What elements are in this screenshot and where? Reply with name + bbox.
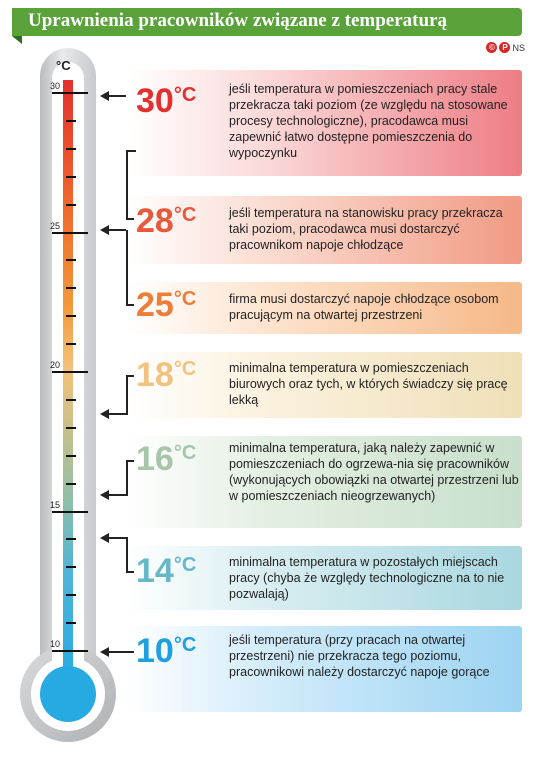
arrow-30-h	[104, 95, 126, 97]
rule-row-18	[126, 352, 522, 418]
thermometer-bulb-liquid	[40, 666, 96, 722]
major-tick	[52, 231, 88, 234]
minor-tick	[66, 175, 76, 178]
arrow-30-head	[100, 91, 109, 101]
rule-temp-18: 18°C	[136, 356, 197, 394]
tick-label: 25	[50, 220, 61, 231]
arrow-16-v	[126, 460, 128, 496]
rule-row-30	[126, 70, 522, 176]
minor-tick	[66, 538, 76, 541]
credit: © P NS	[486, 42, 525, 53]
rule-row-14	[126, 546, 522, 610]
title-banner	[12, 8, 522, 36]
arrow-25-v	[126, 230, 128, 306]
arrow-18-head	[100, 409, 109, 419]
rule-text-16: minimalna temperatura, jaką należy zapew…	[229, 441, 519, 503]
minor-tick	[66, 343, 76, 346]
minor-tick	[66, 203, 76, 206]
arrow-28-v	[126, 150, 128, 220]
tick-label: 15	[50, 499, 61, 510]
minor-tick	[66, 594, 76, 597]
arrow-14-head	[100, 533, 109, 543]
arrow-28-top	[126, 150, 136, 152]
minor-tick	[66, 426, 76, 429]
rule-row-16	[126, 436, 522, 528]
thermometer-liquid	[63, 80, 73, 680]
major-tick	[52, 650, 88, 652]
arrow-14-h	[126, 571, 134, 573]
arrow-18-stub	[104, 413, 126, 415]
arrow-18-v	[126, 375, 128, 415]
minor-tick	[66, 259, 76, 262]
page-title: Uprawnienia pracowników związane z tempe…	[28, 10, 448, 31]
rule-temp-28: 28°C	[136, 202, 197, 240]
rule-temp-14: 14°C	[136, 552, 197, 590]
major-tick	[52, 510, 88, 513]
arrow-10-head	[100, 647, 109, 657]
arrow-10-h	[104, 651, 134, 653]
rule-text-10: jeśli temperatura (przy pracach na otwar…	[229, 633, 490, 679]
rule-text-30: jeśli temperatura w pomieszczeniach prac…	[229, 82, 508, 160]
minor-tick	[66, 454, 76, 457]
rule-temp-10: 10°C	[136, 632, 197, 670]
rule-row-25	[126, 282, 522, 334]
tick-label: 10	[50, 639, 61, 649]
rule-row-10	[126, 626, 522, 712]
unit-label: °C	[56, 58, 71, 73]
minor-tick	[66, 147, 76, 150]
copyright-icon: ©	[486, 42, 498, 53]
title-banner-fold	[12, 36, 22, 44]
minor-tick	[66, 315, 76, 318]
arrow-14-stub	[104, 537, 126, 539]
minor-tick	[66, 566, 76, 569]
arrow-16-h	[126, 460, 134, 462]
arrow-28-stub	[104, 229, 126, 231]
arrow-28-h	[126, 218, 134, 220]
major-tick	[52, 92, 88, 94]
major-tick	[52, 371, 88, 373]
minor-tick	[66, 119, 76, 122]
minor-tick	[66, 482, 76, 485]
rule-text-18: minimalna temperatura w pomieszczeniach …	[229, 361, 508, 407]
arrow-18-h	[126, 375, 134, 377]
arrow-16-head	[100, 490, 109, 500]
tick-label: 20	[50, 360, 61, 370]
rule-temp-30: 30°C	[136, 82, 197, 120]
arrow-25-h	[126, 304, 134, 306]
pap-logo-icon: P	[499, 42, 511, 53]
arrow-16-stub	[104, 494, 126, 496]
arrow-14-v	[126, 537, 128, 573]
minor-tick	[66, 622, 76, 625]
minor-tick	[66, 398, 76, 401]
rule-temp-16: 16°C	[136, 440, 197, 478]
minor-tick	[66, 287, 76, 290]
credit-initials: NS	[512, 42, 525, 53]
tick-label: 30	[50, 81, 61, 91]
rule-text-14: minimalna temperatura w pozostałych miej…	[229, 555, 505, 601]
rule-row-28	[126, 196, 522, 264]
rule-temp-25: 25°C	[136, 286, 197, 324]
rule-text-28: jeśli temperatura na stanowisku pracy pr…	[229, 206, 503, 252]
rule-text-25: firma musi dostarczyć napoje chłodzące o…	[229, 292, 499, 322]
